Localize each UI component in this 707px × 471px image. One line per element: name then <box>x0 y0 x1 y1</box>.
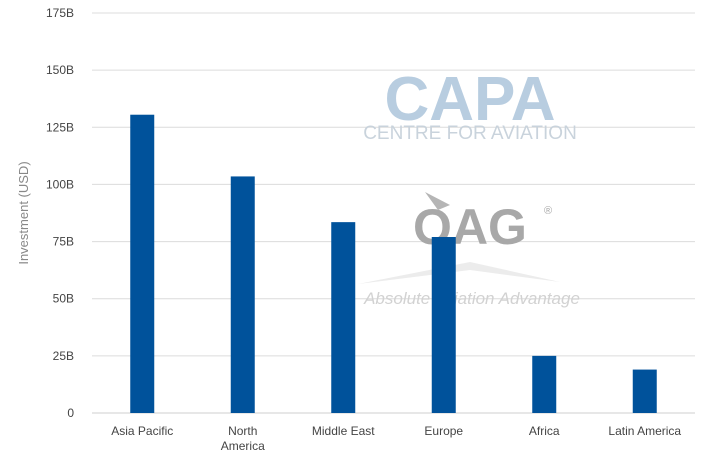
gridlines <box>92 12 695 414</box>
capa-logo: CAPA <box>384 65 555 134</box>
x-tick-label-line: Europe <box>424 424 463 438</box>
bar <box>130 114 155 413</box>
x-tick-label-line: Middle East <box>312 424 375 438</box>
x-tick-label: Middle East <box>312 424 375 438</box>
capa-watermark: CAPA CENTRE FOR AVIATION <box>363 65 577 144</box>
y-tick-labels: 0 25B 50B 75B 100B 125B 150B 175B <box>46 6 74 420</box>
y-tick-label: 100B <box>46 177 74 191</box>
y-tick-label: 0 <box>67 406 74 420</box>
y-tick-label: 50B <box>53 292 74 306</box>
x-tick-label: North America <box>221 424 265 453</box>
x-tick-label-line: Latin America <box>608 424 681 438</box>
bar <box>632 369 657 413</box>
x-tick-label: Asia Pacific <box>111 424 173 438</box>
y-tick-label: 125B <box>46 120 74 134</box>
bars <box>130 114 657 413</box>
oag-watermark: OAG ® Absolute Aviation Advantage <box>358 192 580 308</box>
y-tick-label: 150B <box>46 63 74 77</box>
y-tick-label: 75B <box>53 235 74 249</box>
bar <box>431 237 456 413</box>
bar <box>532 355 557 413</box>
x-tick-label: Latin America <box>608 424 681 438</box>
x-tick-labels: Asia Pacific North America Middle East Europ… <box>111 424 681 453</box>
x-tick-label-line: Asia Pacific <box>111 424 173 438</box>
y-axis-label: Investment (USD) <box>16 161 31 264</box>
bar <box>331 222 356 413</box>
oag-swoosh <box>358 262 560 284</box>
x-tick-label-line: Africa <box>529 424 560 438</box>
oag-tagline: Absolute Aviation Advantage <box>363 289 580 308</box>
y-tick-label: 25B <box>53 349 74 363</box>
oag-logo-mark <box>425 192 450 210</box>
oag-logo: OAG <box>413 199 527 255</box>
bar <box>230 176 255 413</box>
oag-registered-mark: ® <box>544 205 552 217</box>
y-tick-label: 175B <box>46 6 74 20</box>
x-tick-label: Africa <box>529 424 560 438</box>
x-tick-label: Europe <box>424 424 463 438</box>
x-tick-label-line: North <box>228 424 257 438</box>
capa-subtitle: CENTRE FOR AVIATION <box>363 123 577 144</box>
x-tick-label-line: America <box>221 439 265 453</box>
